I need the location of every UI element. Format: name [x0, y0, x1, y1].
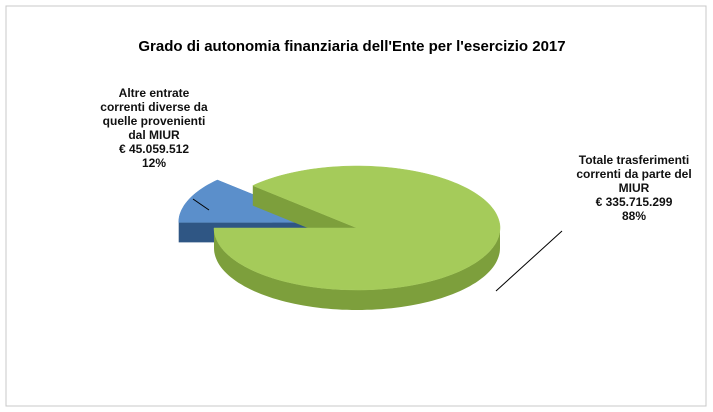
category-label: Altre entrate correnti diverse da quelle… [100, 86, 208, 142]
amount-label: € 45.059.512 [118, 142, 190, 156]
pie [178, 165, 501, 310]
amount-label: € 335.715.299 [595, 195, 673, 209]
slice-label: Altre entrate correnti diverse da quelle… [92, 86, 216, 170]
chart-title: Grado di autonomia finanziaria dell'Ente… [138, 38, 565, 55]
slice [213, 165, 501, 291]
category-label: Totale trasferimenti correnti da parte d… [576, 153, 692, 195]
slice-side [214, 228, 500, 310]
leader-line [495, 230, 563, 292]
percent-label: 88% [621, 209, 647, 223]
slice-label: Totale trasferimenti correnti da parte d… [572, 153, 696, 223]
percent-label: 12% [141, 156, 167, 170]
leader-line [192, 198, 210, 211]
